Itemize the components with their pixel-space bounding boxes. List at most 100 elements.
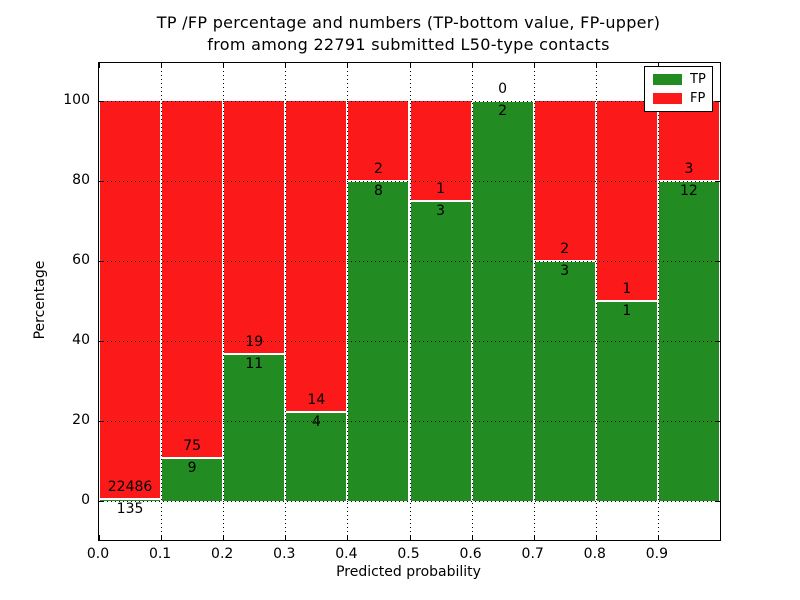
y-tick-left [99,501,104,502]
fp-count-label: 75 [183,438,202,455]
tp-count-label: 2 [498,103,508,119]
gridline-vertical [657,63,659,540]
bar-segment-tp-0 [99,498,162,501]
tp-color-swatch [653,74,682,85]
bar-segment-tp-7 [533,261,596,501]
x-tick-label: 0.6 [459,546,482,562]
x-tick-top [285,63,287,68]
tp-count-label: 3 [560,263,570,279]
fp-count-label: 19 [245,334,264,351]
bar-segment-fp-2 [223,101,286,355]
fp-color-swatch [653,93,682,104]
bar-segment-tp-3 [285,412,348,501]
y-tick-right [715,101,720,102]
bar-segment-tp-5 [409,201,472,501]
fp-count-label: 14 [307,392,326,409]
x-tick-label: 0.0 [86,546,110,562]
bar-segment-fp-8 [595,101,658,301]
y-tick-left [99,421,104,422]
x-tick-label: 0.8 [583,546,606,562]
tp-count-label: 9 [187,460,197,477]
legend-label-tp: TP [690,72,706,87]
fp-count-label: 3 [684,161,694,177]
x-tick-bottom [657,535,659,540]
y-tick-label: 100 [63,92,90,108]
bar-segment-fp-1 [161,101,224,459]
y-axis-label: Percentage [32,260,48,340]
x-tick-top [657,63,659,68]
y-tick-label: 60 [72,252,90,268]
y-tick-left [99,261,104,262]
x-tick-top [223,63,225,68]
x-tick-top [161,63,163,68]
x-tick-label: 0.1 [148,546,172,562]
x-tick-bottom [285,535,287,540]
x-tick-bottom [99,535,100,540]
bar-segment-tp-8 [595,301,658,501]
gridline-vertical [161,63,163,540]
x-tick-top [533,63,535,68]
tp-count-label: 12 [680,183,698,199]
x-axis-label: Predicted probability [336,564,481,580]
x-tick-label: 0.4 [335,546,358,562]
x-tick-bottom [533,535,535,540]
x-tick-top [347,63,349,68]
tp-count-label: 8 [373,183,383,199]
bar-segment-fp-0 [99,101,162,499]
y-tick-right [715,501,720,502]
x-tick-bottom [347,535,349,540]
fp-count-label: 2 [373,161,383,177]
y-tick-left [99,341,104,342]
fp-count-label: 22486 [107,478,153,495]
tp-count-label: 4 [311,414,321,431]
y-tick-label: 20 [72,412,90,428]
chart-title-line2: from among 22791 submitted L50-type cont… [207,35,610,54]
x-tick-bottom [409,535,411,540]
x-tick-bottom [595,535,597,540]
legend-label-fp: FP [690,91,706,106]
fp-count-label: 1 [622,281,632,297]
bar-segment-fp-4 [347,101,410,181]
y-tick-label: 40 [72,332,90,348]
chart-title-line1: TP /FP percentage and numbers (TP-bottom… [156,13,661,32]
y-tick-right [715,261,720,262]
x-tick-top [471,63,473,68]
fp-count-label: 0 [498,81,508,97]
tp-count-label: 11 [245,356,264,373]
gridline-vertical [285,63,287,540]
y-tick-label: 80 [72,172,90,188]
gridline-vertical [595,63,597,540]
y-tick-right [715,421,720,422]
x-tick-bottom [161,535,163,540]
gridline-vertical [347,63,349,540]
gridline-vertical [533,63,535,540]
fp-count-label: 2 [560,241,570,257]
x-tick-label: 0.9 [645,546,669,562]
legend-item-tp: TP [653,73,712,86]
x-tick-label: 0.7 [521,546,544,562]
y-tick-right [715,341,720,342]
x-tick-label: 0.3 [273,546,296,562]
y-tick-left [99,101,104,102]
gridline-vertical [409,63,411,540]
tp-count-label: 1 [622,303,632,319]
gridline-vertical [223,63,225,540]
x-tick-label: 0.5 [397,546,420,562]
y-tick-label: 0 [81,492,90,508]
y-tick-left [99,181,104,182]
tp-count-label: 3 [436,203,445,219]
bar-segment-fp-9 [657,101,720,181]
x-tick-top [409,63,411,68]
y-tick-right [715,181,720,182]
tp-count-label: 135 [116,500,144,517]
bar-segment-tp-2 [223,354,286,501]
legend: TP FP [644,66,713,112]
x-tick-bottom [471,535,473,540]
bar-segment-fp-3 [285,101,348,413]
x-tick-label: 0.2 [211,546,234,562]
legend-item-fp: FP [653,92,712,105]
x-tick-top [99,63,100,68]
plot-area: 22486 135 75 9 19 11 14 4 2 8 1 3 0 2 2 3 1 1 3 12 [98,62,721,541]
fp-count-label: 1 [436,181,445,197]
